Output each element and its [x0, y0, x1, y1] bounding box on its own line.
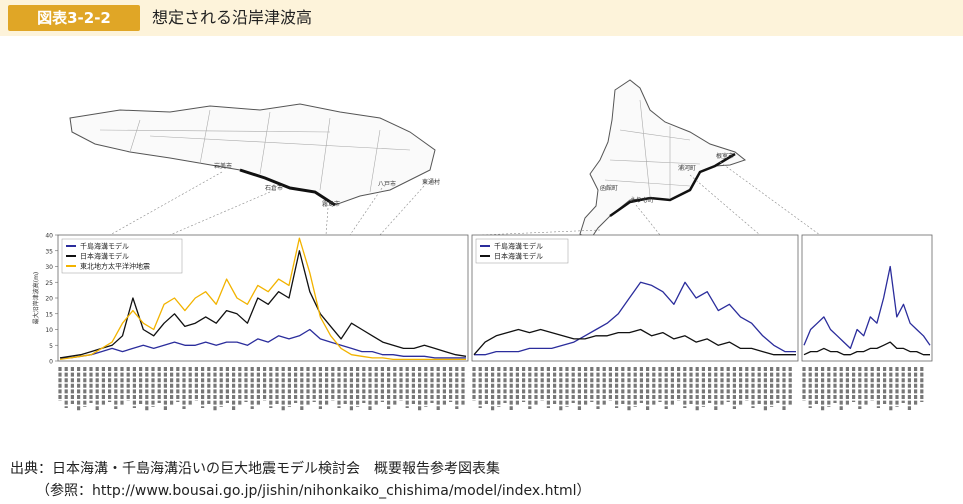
leader-line-7	[635, 204, 661, 236]
leader-line-6	[479, 229, 601, 236]
leader-line-8	[689, 174, 761, 236]
y-tick-label: 40	[45, 233, 53, 240]
figure-title: 想定される沿岸津波高	[152, 8, 313, 27]
map-label-7: えりも町	[630, 197, 654, 204]
y-tick-label: 15	[45, 311, 53, 318]
series-line-1	[803, 341, 930, 356]
leader-line-1	[109, 171, 223, 236]
tohoku-coastline-highlight	[239, 168, 336, 207]
tohoku-internal-borders	[99, 109, 411, 193]
series-line-0	[474, 281, 796, 356]
plot-frame	[801, 234, 933, 362]
figure-header: 図表3-2-2 想定される沿岸津波高	[0, 0, 963, 36]
hokkaido-coast-map: 函館町 えりも町 浦河町 根室市	[579, 79, 747, 241]
municipality-label-band	[58, 367, 924, 411]
legend-box	[475, 238, 569, 264]
legend-label: 日本海溝モデル	[494, 252, 543, 261]
figure-number-badge: 図表3-2-2	[8, 5, 140, 31]
leader-line-9	[719, 161, 821, 236]
leader-line-2	[169, 191, 271, 236]
tohoku-landmass	[69, 103, 436, 206]
legend-label: 千島海溝モデル	[80, 242, 129, 251]
map-label-4: 八戸市	[378, 180, 396, 188]
map-label-3: 霧島市	[322, 200, 340, 208]
leader-line-5	[379, 185, 425, 236]
chart-panel-tohoku: 0 5 10 15 20 25 30 35 40 最大沿岸津波高(m) 千島海溝モデル日本海溝モデル…	[32, 233, 469, 366]
legend-label: 千島海溝モデル	[494, 242, 543, 251]
hokkaido-landmass	[579, 79, 747, 241]
source-line-1: 出典：日本海溝・千島海溝沿いの巨大地震モデル検討会 概要報告参考図表集	[10, 461, 500, 477]
y-tick-label: 5	[49, 343, 53, 350]
map-label-5: 東通村	[422, 178, 440, 186]
legend-label: 東北地方太平洋沖地震	[80, 262, 150, 271]
chart-panel-hokkaido-east	[801, 234, 933, 362]
y-tick-label: 10	[45, 327, 53, 334]
map-label-2: 石倉市	[265, 184, 283, 192]
leader-line-4	[349, 187, 383, 236]
map-label-9: 根室市	[716, 152, 734, 160]
map-label-8: 浦河町	[678, 164, 696, 172]
leader-lines	[109, 161, 821, 236]
series-line-0	[803, 265, 931, 350]
y-tick-label: 25	[45, 280, 53, 287]
series-line-2	[59, 237, 466, 361]
hokkaido-coastline-highlight	[609, 152, 736, 218]
series-line-0	[60, 328, 466, 359]
tsunami-figure: 岩美市 石倉市 霧島市 八戸市 東通村 函館町 えりも町 浦河町 根室市 0 5 1…	[32, 79, 933, 411]
tohoku-coast-map: 岩美市 石倉市 霧島市 八戸市 東通村	[69, 103, 440, 208]
y-tick-label: 30	[45, 264, 53, 271]
leader-line-3	[325, 207, 329, 236]
hokkaido-internal-borders	[604, 99, 701, 198]
y-axis-label: 最大沿岸津波高(m)	[32, 272, 40, 325]
legend-box	[61, 238, 183, 274]
y-tick-label: 20	[45, 296, 53, 303]
series-line-1	[473, 328, 796, 356]
map-label-1: 岩美市	[214, 162, 232, 170]
y-tick-label: 0	[49, 359, 53, 366]
map-label-6: 函館町	[600, 184, 618, 192]
y-tick-label: 35	[45, 248, 53, 255]
legend-label: 日本海溝モデル	[80, 252, 129, 261]
source-line-2: （参照：http://www.bousai.go.jp/jishin/nihon…	[36, 483, 591, 499]
